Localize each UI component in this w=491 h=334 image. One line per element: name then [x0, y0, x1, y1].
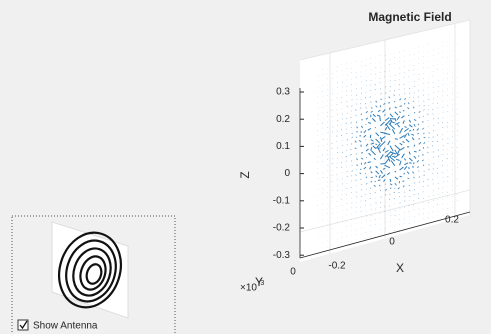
vector	[452, 131, 453, 132]
vector	[400, 106, 402, 107]
checkbox-label[interactable]: Show Antenna	[33, 321, 98, 332]
vector	[408, 115, 409, 116]
x-tick-label: -0.2	[328, 261, 346, 272]
z-axis-label: Z	[238, 171, 252, 178]
vector	[385, 71, 386, 72]
vector	[380, 99, 381, 100]
vector	[424, 133, 425, 134]
vector	[452, 148, 453, 149]
vector	[360, 169, 361, 170]
vector	[322, 155, 323, 156]
vector	[385, 114, 386, 115]
vector	[322, 123, 323, 124]
vector	[428, 202, 429, 203]
vector	[361, 163, 362, 165]
vector	[380, 117, 381, 121]
z-tick-label: 0.3	[276, 87, 290, 98]
vector	[404, 103, 405, 105]
vector	[428, 83, 429, 84]
z-tick-label: -0.3	[273, 250, 291, 261]
z-tick-label: 0.2	[276, 114, 290, 125]
vector	[332, 181, 333, 182]
z-tick-label: 0	[284, 168, 290, 179]
vector	[395, 171, 396, 172]
vector	[419, 138, 420, 139]
vector	[375, 181, 376, 182]
page: Magnetic Field Z X Y ×10 -3 Show Antenna…	[0, 0, 491, 334]
x-tick-label: 0.2	[445, 215, 459, 226]
z-tick-label: -0.1	[273, 195, 291, 206]
vector	[414, 112, 415, 113]
z-tick-label: 0.1	[276, 141, 290, 152]
vector	[447, 122, 448, 123]
vector	[424, 101, 425, 102]
vector	[380, 202, 381, 203]
y-exponent-power: -3	[258, 280, 264, 287]
vector	[404, 127, 406, 128]
x-axis-label: X	[396, 261, 404, 275]
y-exponent: ×10	[240, 283, 257, 294]
vector	[378, 180, 380, 181]
vector	[417, 133, 418, 134]
vector	[457, 131, 458, 132]
vector	[457, 147, 458, 148]
vector	[376, 209, 377, 210]
vector	[376, 68, 377, 69]
z-tick-label: -0.2	[273, 223, 291, 234]
y-tick-label: 0	[290, 267, 296, 278]
plot-title: Magnetic Field	[368, 10, 451, 24]
vector	[385, 76, 386, 77]
app-window: Magnetic Field Z X Y ×10 -3 Show Antenna…	[0, 0, 491, 334]
vector	[366, 216, 367, 217]
vector	[395, 139, 398, 140]
vector	[361, 152, 363, 153]
vector	[390, 188, 391, 189]
vector	[395, 215, 396, 216]
vector	[332, 110, 333, 111]
x-tick-label: 0	[389, 237, 395, 248]
vector	[341, 97, 342, 98]
vector	[413, 205, 414, 206]
vector	[413, 107, 414, 109]
vector	[356, 131, 357, 132]
vector	[438, 86, 439, 87]
vector	[323, 139, 324, 140]
vector	[408, 178, 410, 179]
